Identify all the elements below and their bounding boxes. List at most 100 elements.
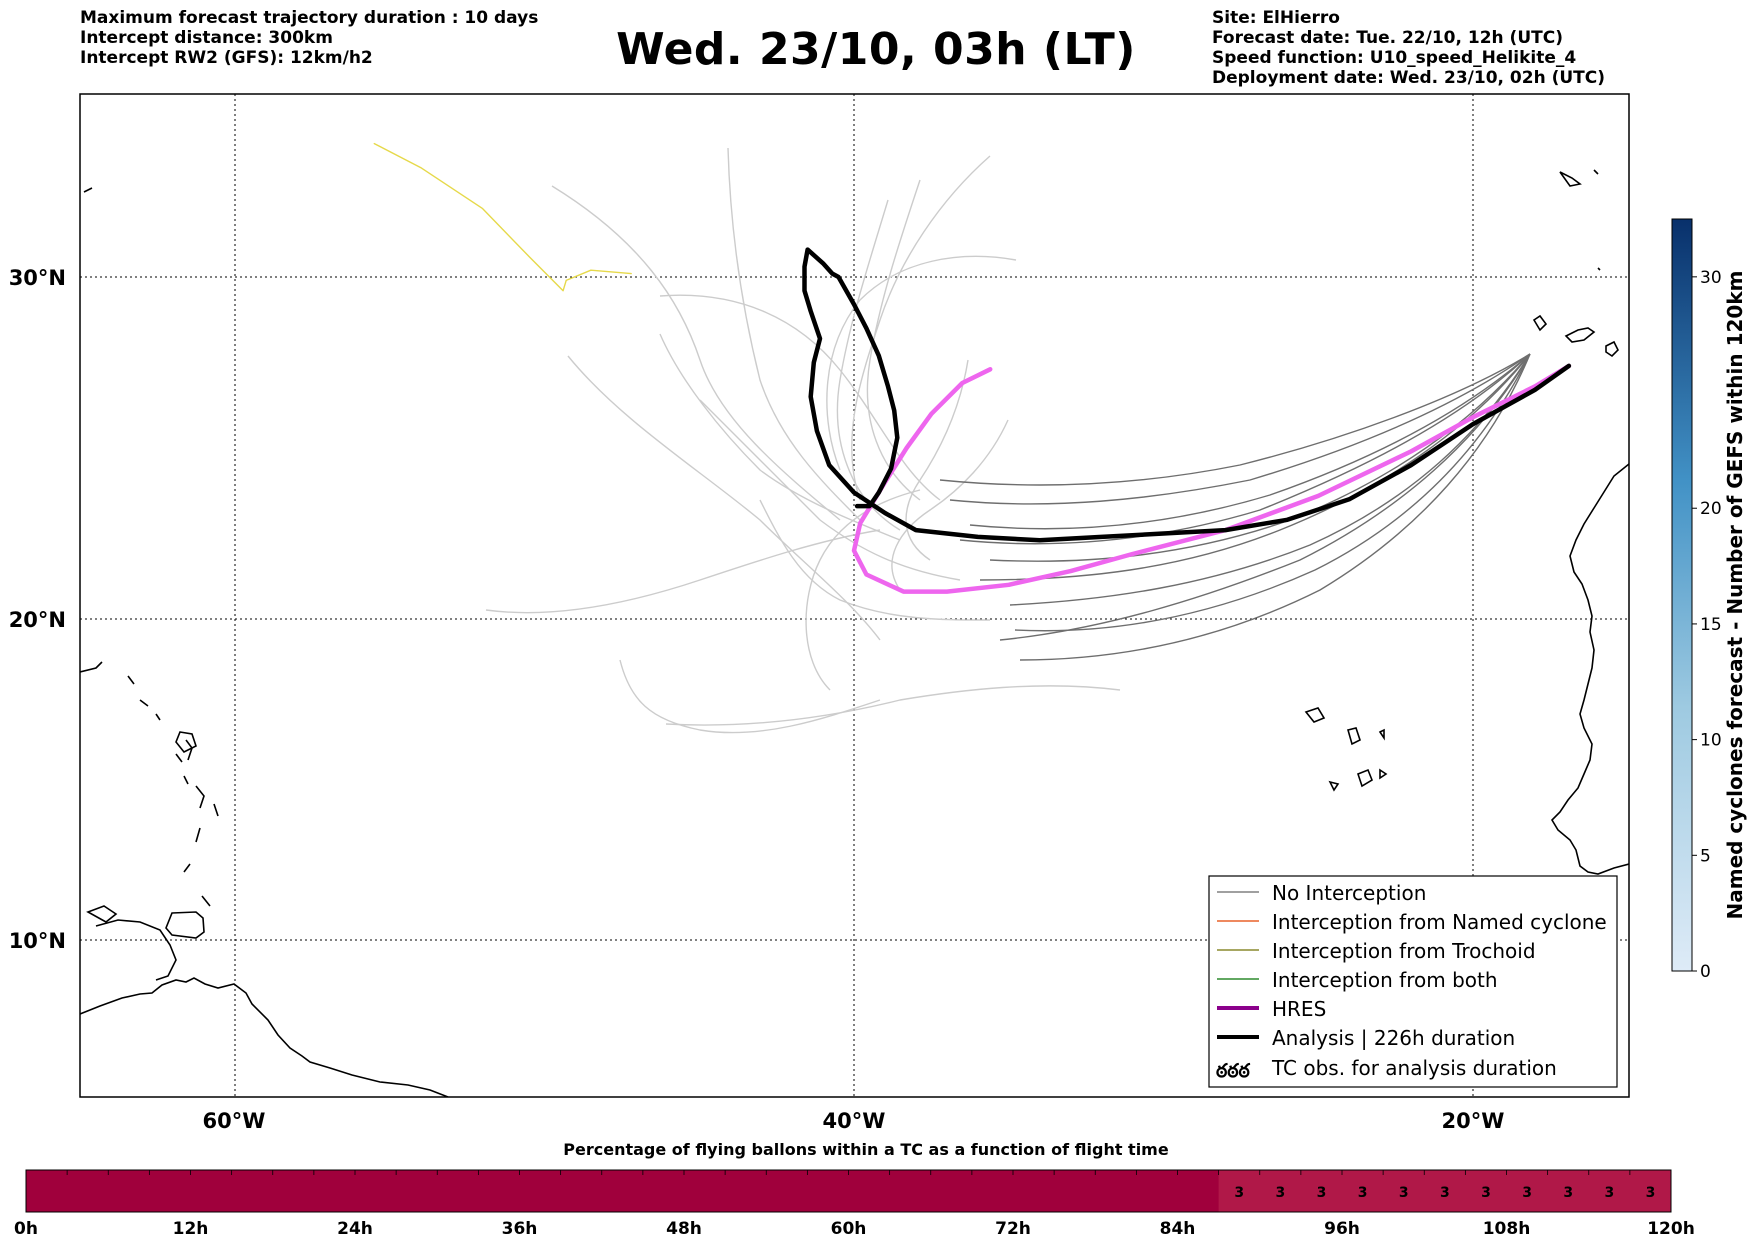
lat-tick-label: 30°N bbox=[9, 266, 66, 290]
ensemble-track bbox=[969, 353, 1531, 530]
chart-title: Wed. 23/10, 03h (LT) bbox=[616, 24, 1136, 75]
legend-box bbox=[1208, 875, 1618, 1088]
probability-cell bbox=[190, 1170, 233, 1212]
probability-cell bbox=[725, 1170, 767, 1212]
lon-tick-label: 20°W bbox=[1442, 1109, 1505, 1133]
probability-cell bbox=[1547, 1170, 1590, 1212]
ensemble-track bbox=[485, 529, 881, 614]
probability-cell bbox=[519, 1170, 562, 1212]
probability-cell bbox=[1506, 1170, 1549, 1212]
ensemble-track bbox=[836, 199, 901, 531]
probability-tick-label: 12h bbox=[173, 1219, 209, 1239]
colorbar-ticks: 0 5 10 15 20 30 bbox=[1692, 268, 1722, 982]
ensemble-trajectories bbox=[485, 147, 1531, 734]
ensemble-track bbox=[826, 255, 1017, 471]
lat-tick-label: 10°N bbox=[9, 929, 66, 953]
ensemble-track bbox=[659, 294, 941, 501]
header-left-line: Intercept distance: 300km bbox=[80, 28, 333, 48]
probability-cell bbox=[930, 1170, 973, 1212]
coast-guadeloupe bbox=[175, 731, 197, 754]
coastlines bbox=[80, 169, 1629, 1097]
ensemble-track bbox=[939, 353, 1531, 486]
series-line-unlabelled bbox=[373, 142, 632, 292]
lon-tick-label: 40°W bbox=[823, 1109, 886, 1133]
colorbar-tick-label: 30 bbox=[1700, 268, 1722, 288]
coast-leeward bbox=[80, 661, 189, 785]
probability-tick-label: 96h bbox=[1324, 1219, 1360, 1239]
ensemble-track bbox=[665, 685, 1121, 726]
probability-cell bbox=[1013, 1170, 1055, 1212]
ensemble-track bbox=[567, 355, 881, 641]
colorbar-tick-label: 20 bbox=[1700, 499, 1722, 519]
header-right-line: Speed function: U10_speed_Helikite_4 bbox=[1212, 48, 1577, 68]
legend-label: Interception from both bbox=[1272, 968, 1498, 992]
probability-cell-label: 3 bbox=[1317, 1185, 1327, 1201]
coast-trinidad bbox=[165, 911, 205, 939]
colorbar-tick-label: 0 bbox=[1700, 962, 1711, 982]
ensemble-track bbox=[949, 353, 1531, 505]
probability-cell-label: 3 bbox=[1604, 1185, 1614, 1201]
probability-cell-label: 3 bbox=[1646, 1185, 1656, 1201]
legend-label: No Interception bbox=[1272, 881, 1426, 905]
probability-cell bbox=[313, 1170, 356, 1212]
ensemble-track bbox=[1019, 353, 1531, 661]
ensemble-track bbox=[1009, 353, 1531, 606]
probability-cell bbox=[108, 1170, 150, 1212]
ensemble-track bbox=[551, 185, 841, 521]
probability-cell-label: 3 bbox=[1275, 1185, 1285, 1201]
probability-bar: Percentage of flying ballons within a TC… bbox=[14, 1140, 1695, 1239]
probability-tick-label: 72h bbox=[995, 1219, 1031, 1239]
probability-cell bbox=[1465, 1170, 1507, 1212]
probability-cell bbox=[889, 1170, 932, 1212]
ensemble-track bbox=[999, 353, 1531, 641]
probability-tick-label: 84h bbox=[1160, 1219, 1196, 1239]
probability-tick-label: 36h bbox=[502, 1219, 538, 1239]
probability-cell bbox=[1588, 1170, 1631, 1212]
probability-cell bbox=[807, 1170, 849, 1212]
header-right-line: Site: ElHierro bbox=[1212, 8, 1340, 28]
header-right: Site: ElHierro Forecast date: Tue. 22/10… bbox=[1212, 8, 1605, 88]
legend-label: Interception from Named cyclone bbox=[1272, 910, 1607, 934]
probability-cell bbox=[560, 1170, 603, 1212]
probability-cell-label: 3 bbox=[1563, 1185, 1573, 1201]
legend-label: Analysis | 226h duration bbox=[1272, 1026, 1515, 1050]
probability-cell bbox=[355, 1170, 397, 1212]
ensemble-track bbox=[759, 499, 991, 621]
legend-label: Interception from Trochoid bbox=[1272, 939, 1536, 963]
probability-bar-frame bbox=[25, 1169, 1672, 1213]
probability-cell bbox=[1259, 1170, 1302, 1212]
colorbar-tick-label: 5 bbox=[1700, 846, 1711, 866]
probability-cell bbox=[26, 1170, 68, 1212]
probability-tick-label: 24h bbox=[337, 1219, 373, 1239]
probability-cell bbox=[272, 1170, 315, 1212]
probability-cell bbox=[601, 1170, 644, 1212]
series-layer bbox=[373, 142, 1572, 594]
probability-cell bbox=[1342, 1170, 1384, 1212]
header-left-line: Intercept RW2 (GFS): 12km/h2 bbox=[80, 48, 373, 68]
colorbar-gradient bbox=[1671, 218, 1693, 972]
colorbar-tick-label: 15 bbox=[1700, 615, 1722, 635]
probability-tick-label: 108h bbox=[1483, 1219, 1531, 1239]
map-frame bbox=[79, 93, 1630, 1098]
probability-cell bbox=[1383, 1170, 1425, 1212]
coast-cape-verde bbox=[1304, 707, 1388, 792]
probability-bar-title: Percentage of flying ballons within a TC… bbox=[563, 1140, 1169, 1159]
probability-cell bbox=[848, 1170, 891, 1212]
ensemble-track bbox=[959, 353, 1531, 545]
probability-cell bbox=[149, 1170, 191, 1212]
header-left-line: Maximum forecast trajectory duration : 1… bbox=[80, 8, 539, 28]
tc-symbol-icon: ఠఠఠ bbox=[1216, 1060, 1251, 1082]
header-right-line: Deployment date: Wed. 23/10, 02h (UTC) bbox=[1212, 68, 1606, 88]
probability-cell-label: 3 bbox=[1234, 1185, 1244, 1201]
ensemble-dark-tracks bbox=[939, 353, 1531, 661]
ensemble-track bbox=[699, 399, 961, 581]
legend-label: TC obs. for analysis duration bbox=[1271, 1056, 1557, 1080]
probability-cell bbox=[1136, 1170, 1178, 1212]
probability-cell bbox=[642, 1170, 685, 1212]
lat-tick-label: 20°N bbox=[9, 608, 66, 632]
probability-cell bbox=[684, 1170, 726, 1212]
coast-venezuela-north bbox=[95, 919, 177, 981]
legend-label: HRES bbox=[1272, 997, 1326, 1021]
ensemble-track bbox=[805, 489, 921, 691]
